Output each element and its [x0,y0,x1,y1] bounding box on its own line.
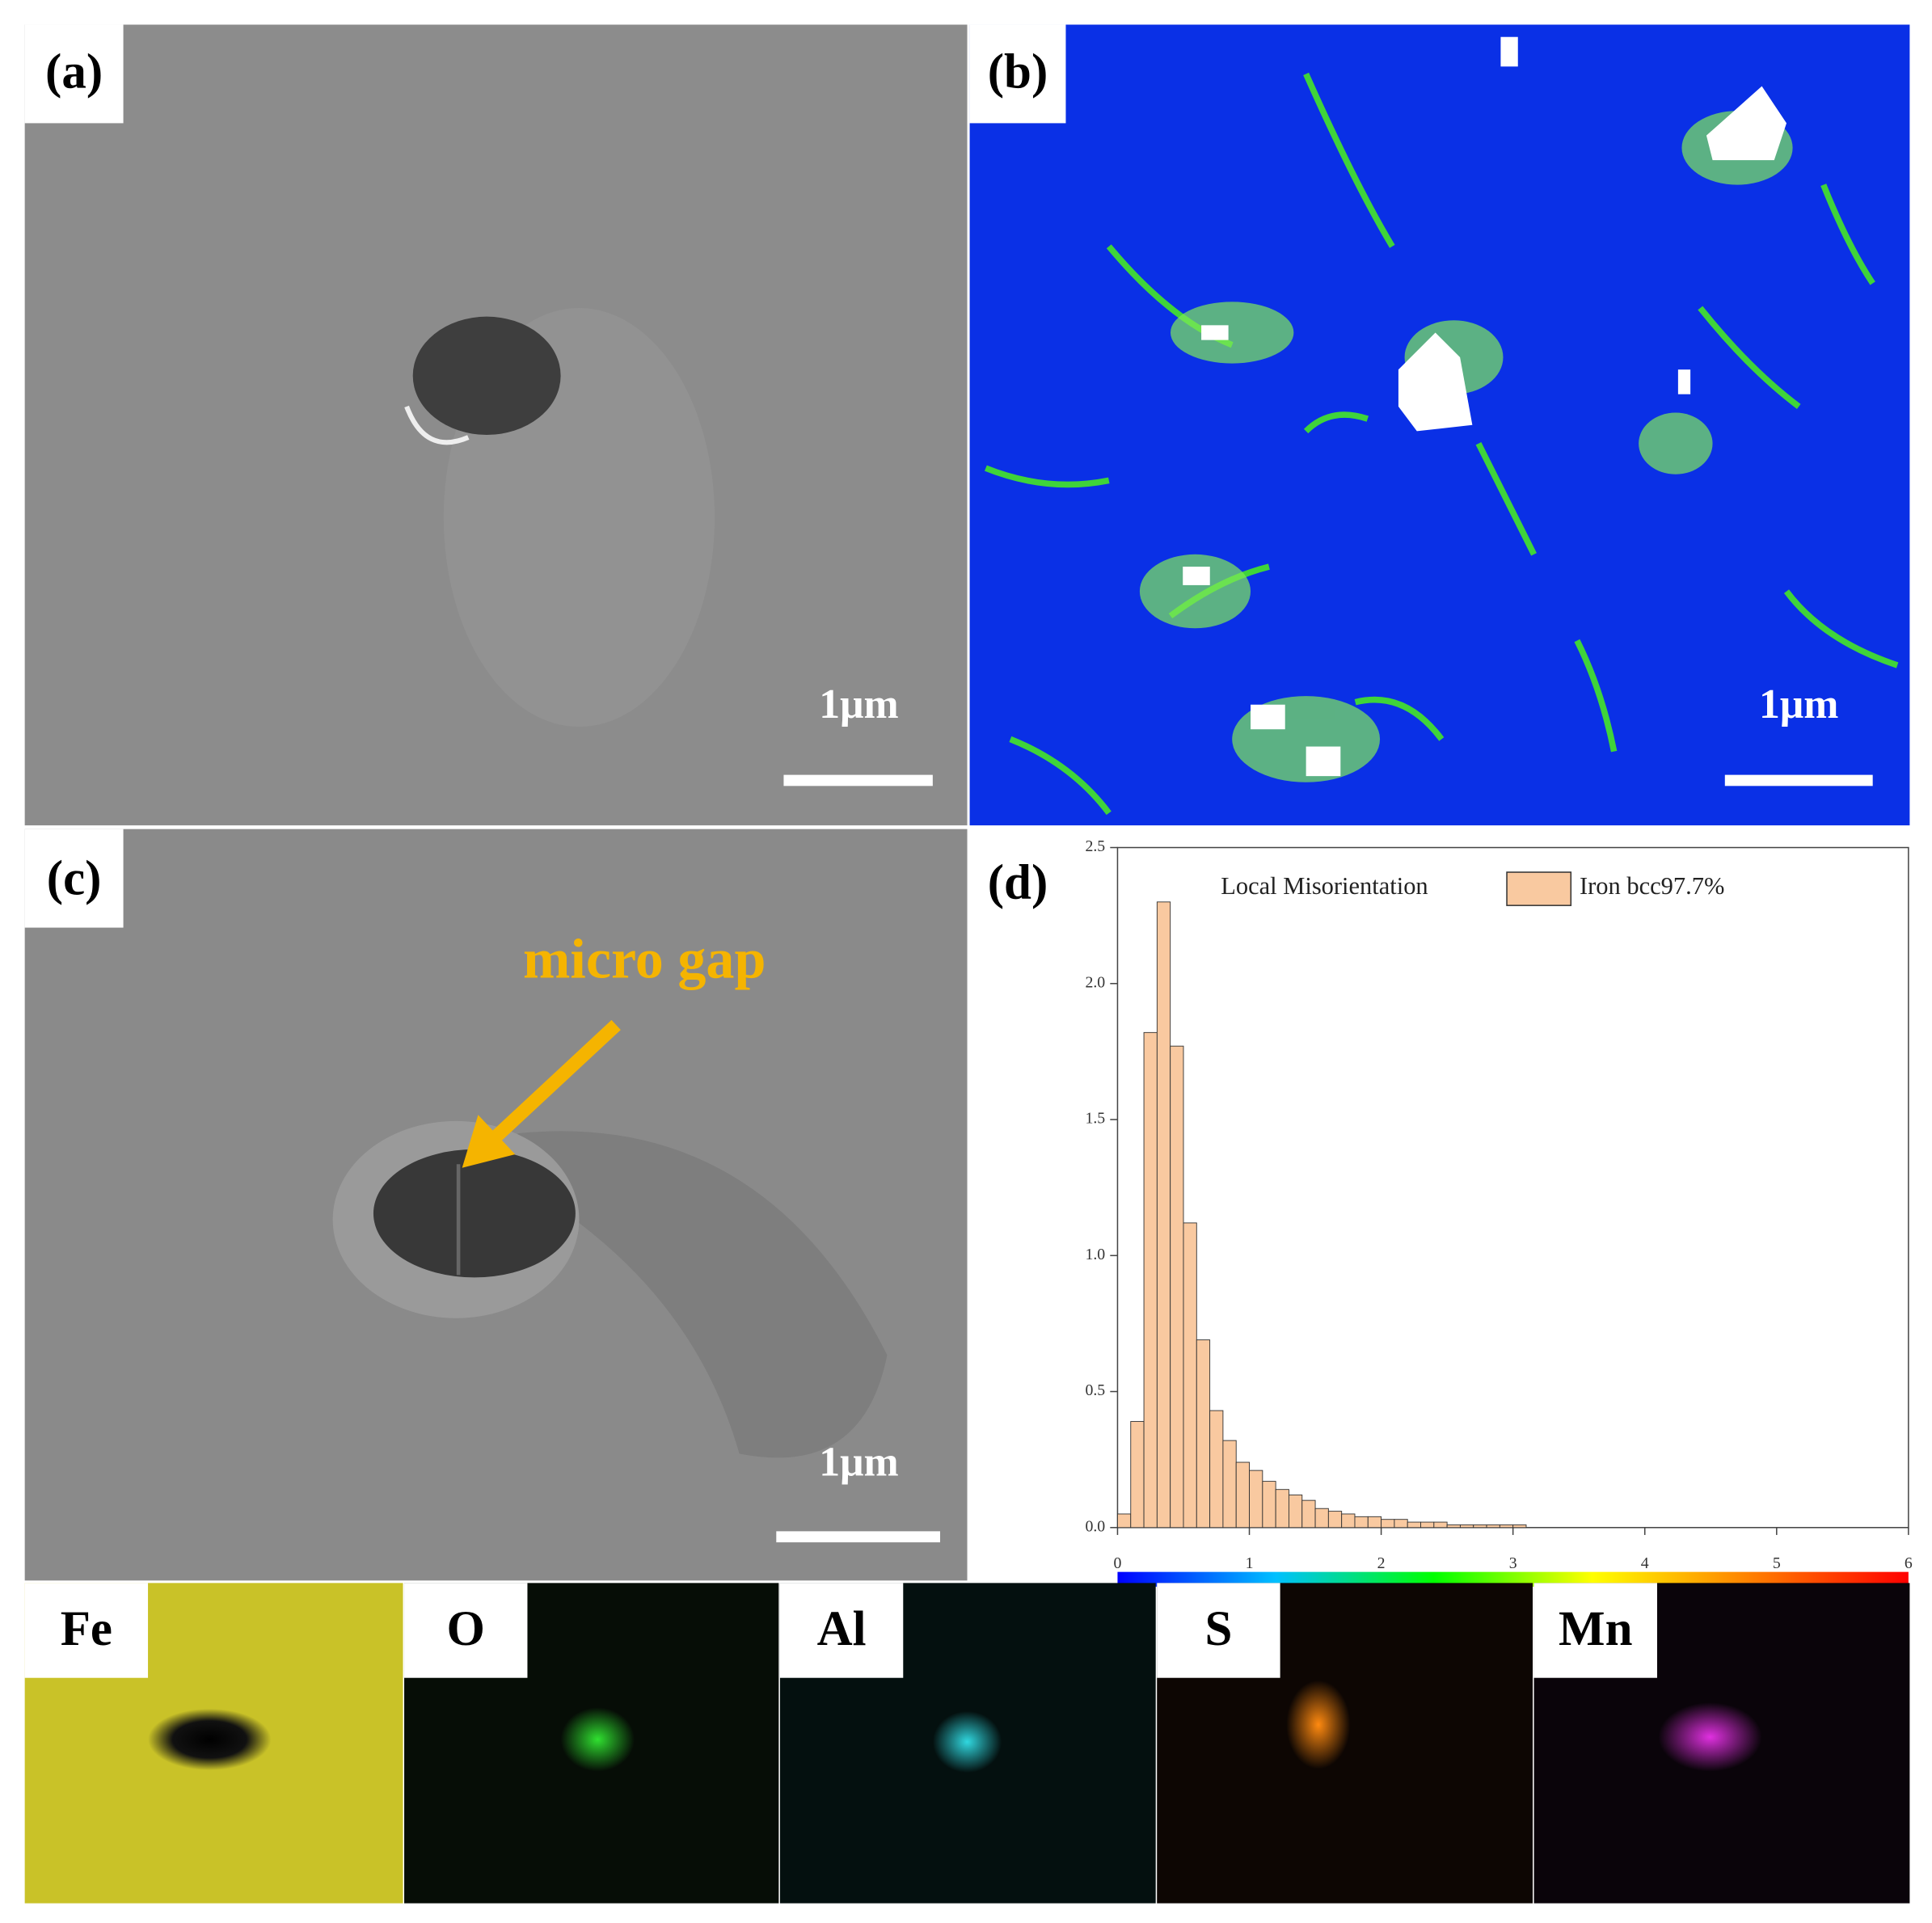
scale-bar [1724,774,1873,786]
plot-frame [1116,846,1909,1529]
arrow-head [462,1115,516,1168]
bar [1381,1519,1395,1529]
scale-label: 1μm [1759,681,1838,727]
label-box [779,1583,904,1678]
grain [517,1131,888,1458]
bar [1183,1222,1197,1529]
y-tick-label: 0.5 [1085,1381,1105,1399]
legend-title: Local Misorientation [1221,872,1428,900]
bar [1170,1045,1184,1529]
edge [404,405,470,445]
x-tick-label: 1 [1246,1554,1254,1572]
panel-label: (d) [988,855,1048,909]
bar [1420,1521,1435,1529]
bar [1341,1513,1356,1529]
bar [1314,1508,1329,1529]
x-tick-label: 6 [1905,1554,1913,1572]
bar [1354,1516,1369,1529]
o-spot [560,1707,635,1772]
bar [1222,1440,1237,1529]
mn-spot [1658,1702,1762,1772]
panel-a: (a) 1μm [24,24,968,826]
annotation: micro gap [523,928,766,990]
scale-label: 1μm [819,681,898,727]
panel-d: (d) Local Misorientation Iron bcc97.7% 0… [988,837,1913,1587]
bar [1327,1511,1343,1529]
bar [1275,1489,1289,1529]
bar [1116,1513,1132,1529]
bar [1486,1524,1500,1529]
bar [1473,1524,1487,1529]
y-tick-label: 1.0 [1085,1246,1105,1263]
x-tick-label: 3 [1509,1554,1517,1572]
al-spot [932,1710,1002,1773]
bar [1288,1494,1303,1529]
bar [1249,1470,1263,1529]
label-box [24,1583,149,1678]
label-box [24,829,124,928]
bar [1130,1421,1145,1529]
y-tick-label: 1.5 [1085,1110,1105,1128]
x-tick-label: 5 [1773,1554,1781,1572]
scale-label: 1μm [819,1439,898,1485]
unindexed [1183,36,1786,777]
scale-bar [776,1531,940,1543]
panel-b: (b) 1μm [969,24,1910,826]
label-box [404,1583,528,1678]
bar [1512,1524,1527,1529]
x-tick-label: 2 [1377,1554,1386,1572]
y-tick-label: 2.0 [1085,973,1105,991]
element-label: S [1204,1602,1232,1656]
element-label: Fe [61,1602,112,1656]
pore [373,1149,576,1278]
label-box [1533,1583,1657,1678]
element-label: Mn [1559,1602,1632,1656]
bar [1209,1410,1224,1529]
pore [412,316,561,435]
element-label: O [447,1602,485,1656]
panel-c: (c) micro gap 1μm [24,829,968,1581]
x-tick-label: 0 [1114,1554,1122,1572]
bar [1156,901,1171,1529]
y-tick-label: 2.5 [1085,837,1105,855]
bar [1394,1519,1408,1529]
bar [1446,1524,1461,1529]
label-box [969,24,1066,124]
bar [1407,1521,1421,1529]
eds-maps [24,1583,1910,1904]
y-tick-label: 0.0 [1085,1517,1105,1535]
bar [1499,1524,1514,1529]
x-tick-label: 4 [1641,1554,1649,1572]
bar [1196,1339,1211,1529]
panel-label: (a) [45,44,103,99]
bar [1262,1481,1276,1529]
bar [1235,1461,1250,1529]
bar [1433,1521,1448,1529]
bar [1459,1524,1474,1529]
bar [1301,1499,1316,1529]
fe-depletion [148,1708,272,1771]
label-box [1157,1583,1280,1678]
bar [1367,1516,1382,1529]
panel-label: (b) [988,44,1048,99]
bar [1143,1031,1158,1529]
s-spot [1286,1680,1351,1769]
scale-bar [783,774,933,786]
panel-label: (c) [47,852,102,906]
legend-label: Iron bcc97.7% [1580,872,1724,900]
arrow-shaft [488,1019,621,1145]
label-box [24,24,124,124]
element-label: Al [817,1602,867,1656]
legend-swatch [1506,871,1572,906]
